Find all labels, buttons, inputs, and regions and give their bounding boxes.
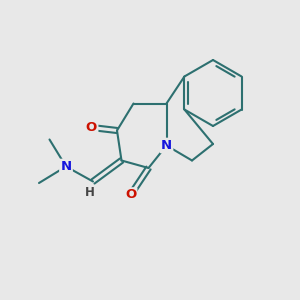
Text: H: H bbox=[85, 186, 94, 200]
Text: O: O bbox=[86, 121, 97, 134]
Text: O: O bbox=[125, 188, 136, 202]
Text: N: N bbox=[60, 160, 72, 173]
Text: N: N bbox=[161, 139, 172, 152]
